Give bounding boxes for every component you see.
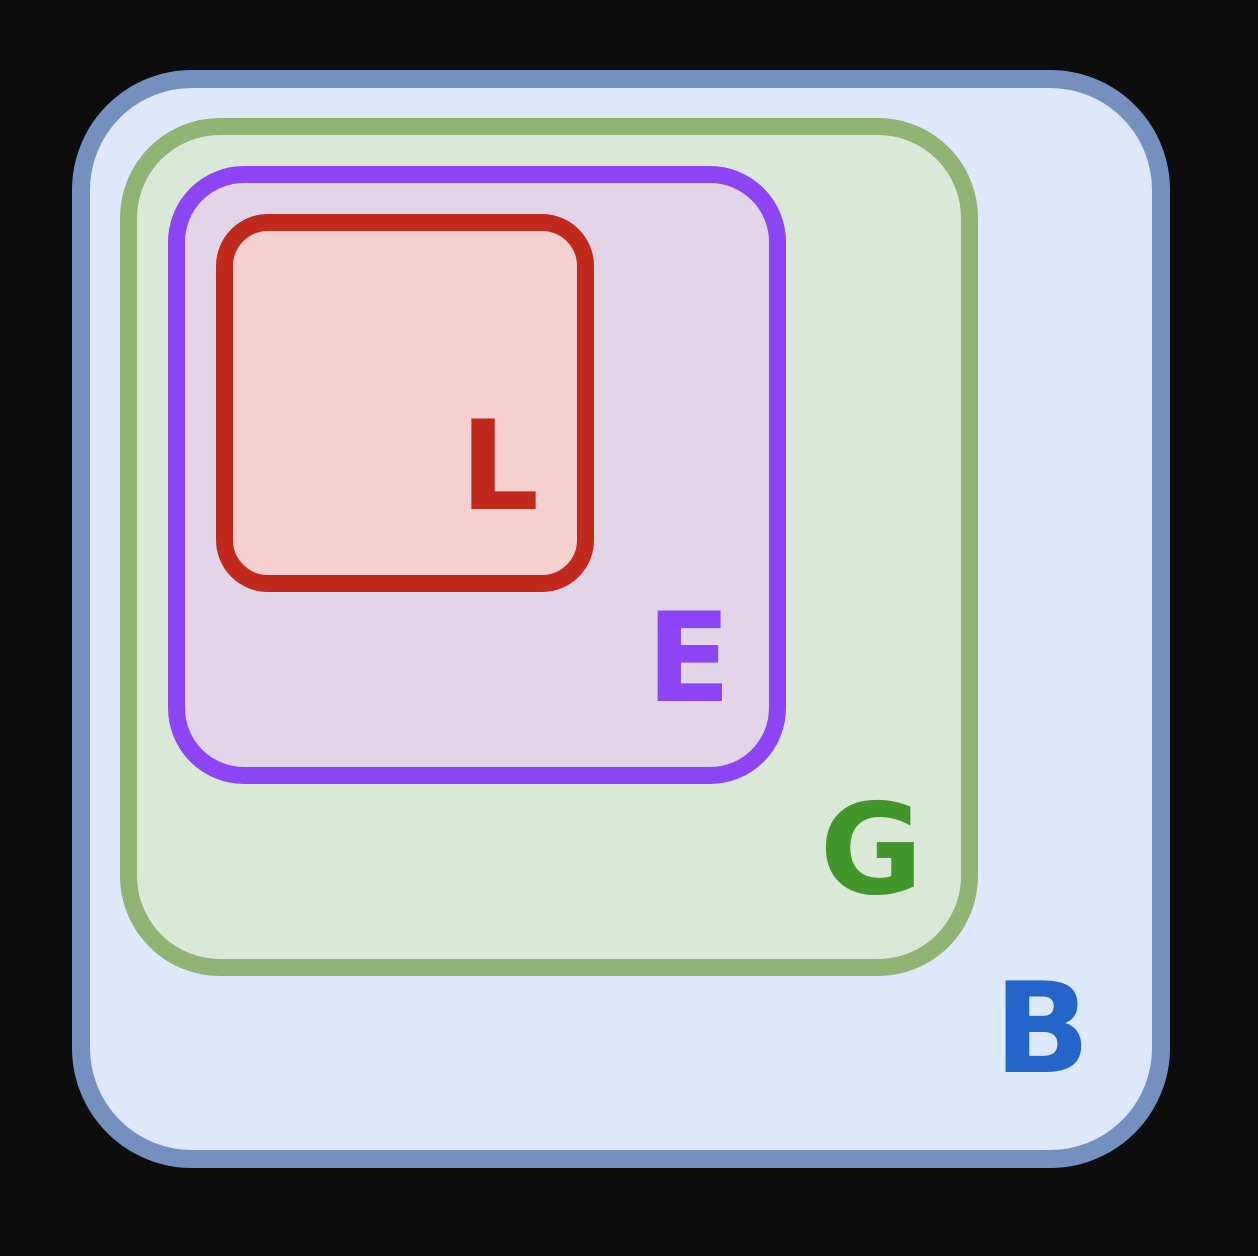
label-e: E <box>646 597 731 721</box>
label-g: G <box>820 787 923 913</box>
box-l: L <box>216 214 594 592</box>
label-b: B <box>994 966 1090 1092</box>
label-l: L <box>460 405 539 529</box>
